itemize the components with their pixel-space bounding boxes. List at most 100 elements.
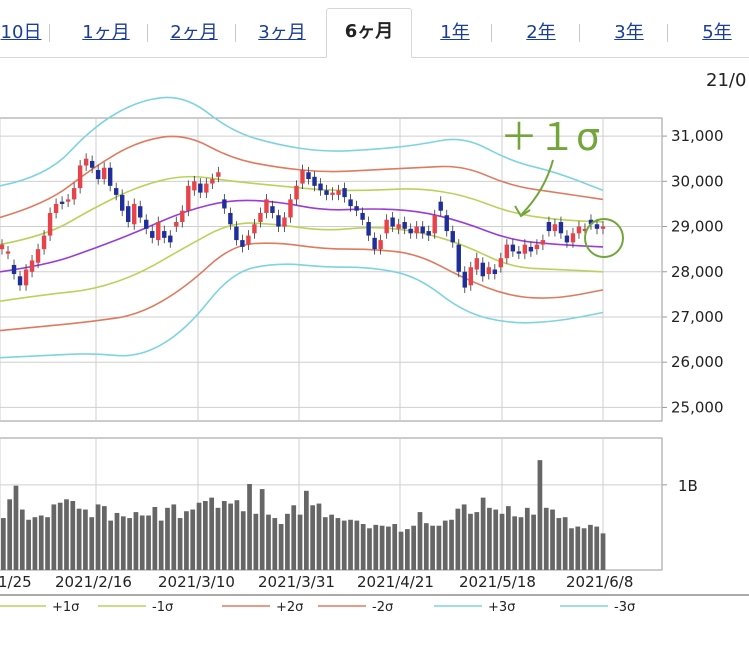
volume-bar xyxy=(266,514,271,570)
x-tick-label: 2021/2/16 xyxy=(55,573,132,591)
candle-up xyxy=(378,240,383,250)
candle-up xyxy=(132,203,137,225)
candle-up xyxy=(47,212,53,236)
candle-up xyxy=(252,224,257,234)
volume-bar xyxy=(7,499,13,570)
volume-bar xyxy=(190,509,196,570)
y-tick-label: 30,000 xyxy=(671,172,724,190)
tab-2[interactable]: 2ヶ月 xyxy=(170,22,218,43)
candle-down xyxy=(312,176,317,186)
candle-down xyxy=(516,251,522,254)
tab-3[interactable]: 3ヶ月 xyxy=(258,22,306,43)
volume-bar xyxy=(518,517,524,570)
x-tick-label: 2021/5/18 xyxy=(459,573,536,591)
volume-bar xyxy=(89,517,95,570)
candle-up xyxy=(258,212,263,223)
candle-up xyxy=(186,185,191,211)
tab-separator xyxy=(235,24,236,42)
series--3σ xyxy=(0,263,604,359)
candle-down xyxy=(107,167,113,186)
volume-bar xyxy=(423,523,429,570)
volume-bar xyxy=(272,518,278,570)
candle-up xyxy=(204,183,209,193)
candle-up xyxy=(330,192,335,195)
candle-up xyxy=(576,226,582,234)
annotation-arrowhead xyxy=(514,205,531,218)
volume-bar xyxy=(196,502,202,570)
candle-down xyxy=(324,190,329,195)
volume-bar xyxy=(594,526,600,570)
legend-item: +2σ xyxy=(222,600,303,615)
volume-bar xyxy=(57,502,63,570)
volume-bar xyxy=(146,515,151,570)
tab-1[interactable]: 1ヶ月 xyxy=(82,22,130,43)
volume-bar xyxy=(114,512,120,570)
candle-up xyxy=(282,217,287,227)
volume-bar xyxy=(449,519,454,570)
tab-5[interactable]: 1年 xyxy=(440,22,470,43)
volume-bar xyxy=(411,525,417,570)
tab-7[interactable]: 3年 xyxy=(614,22,644,43)
candle-down xyxy=(528,246,534,252)
volume-bar xyxy=(26,519,31,570)
candle-up xyxy=(180,210,185,223)
candle-up xyxy=(192,181,197,191)
candle-down xyxy=(546,222,552,232)
tab-4[interactable]: 6ヶ月 xyxy=(326,8,412,58)
legend-label: -2σ xyxy=(372,600,393,615)
volume-bar xyxy=(291,505,297,570)
series-+1σ xyxy=(0,175,604,246)
date-label: 21/0 xyxy=(706,70,747,91)
candle-down xyxy=(348,199,353,207)
volume-bar xyxy=(524,507,530,570)
candle-up xyxy=(498,258,504,268)
candle-up xyxy=(474,258,479,270)
volume-bar xyxy=(512,516,518,570)
candle-down xyxy=(558,222,564,234)
candle-down xyxy=(510,244,516,252)
volume-bar xyxy=(32,517,38,570)
volume-bar xyxy=(83,509,88,570)
candle-down xyxy=(354,206,359,211)
candle-up xyxy=(540,240,546,245)
candle-down xyxy=(450,231,455,243)
candle-down xyxy=(444,215,449,232)
period-tabs: 10日 1ヶ月 2ヶ月 3ヶ月 6ヶ月 1年 2年 3年 5年 xyxy=(0,0,749,58)
volume-bar xyxy=(392,524,398,570)
candle-up xyxy=(486,267,492,275)
candle-down xyxy=(480,262,485,277)
candle-up xyxy=(0,244,5,250)
volume-bar xyxy=(127,518,132,570)
candle-up xyxy=(264,199,269,213)
volume-bar xyxy=(304,490,309,570)
tab-8[interactable]: 5年 xyxy=(702,22,732,43)
candle-down xyxy=(306,172,311,180)
candle-down xyxy=(222,199,227,209)
candle-up xyxy=(600,226,606,229)
volume-bar xyxy=(348,519,353,570)
candle-down xyxy=(234,226,239,241)
candle-up xyxy=(552,224,558,232)
y-tick-label: 27,000 xyxy=(671,308,724,326)
y-tick-label: 29,000 xyxy=(671,218,724,236)
volume-bar xyxy=(108,520,114,570)
series--2σ xyxy=(0,242,604,332)
volume-bar xyxy=(474,512,480,570)
candle-up xyxy=(29,260,35,272)
candle-up xyxy=(570,233,576,243)
volume-bar xyxy=(120,516,126,570)
volume-bar xyxy=(575,526,581,570)
candle-down xyxy=(462,271,467,288)
volume-bar xyxy=(360,524,366,570)
candle-up xyxy=(288,199,293,218)
candle-up xyxy=(71,188,77,200)
x-tick-label: 2021/4/21 xyxy=(357,573,434,591)
tab-6[interactable]: 2年 xyxy=(526,22,556,43)
volume-bar xyxy=(316,503,322,570)
candle-down xyxy=(408,228,413,234)
candle-down xyxy=(59,201,65,204)
volume-bar xyxy=(493,509,499,570)
legend-label: -1σ xyxy=(152,600,173,615)
tab-0[interactable]: 10日 xyxy=(0,22,42,43)
volume-bar xyxy=(51,504,57,570)
